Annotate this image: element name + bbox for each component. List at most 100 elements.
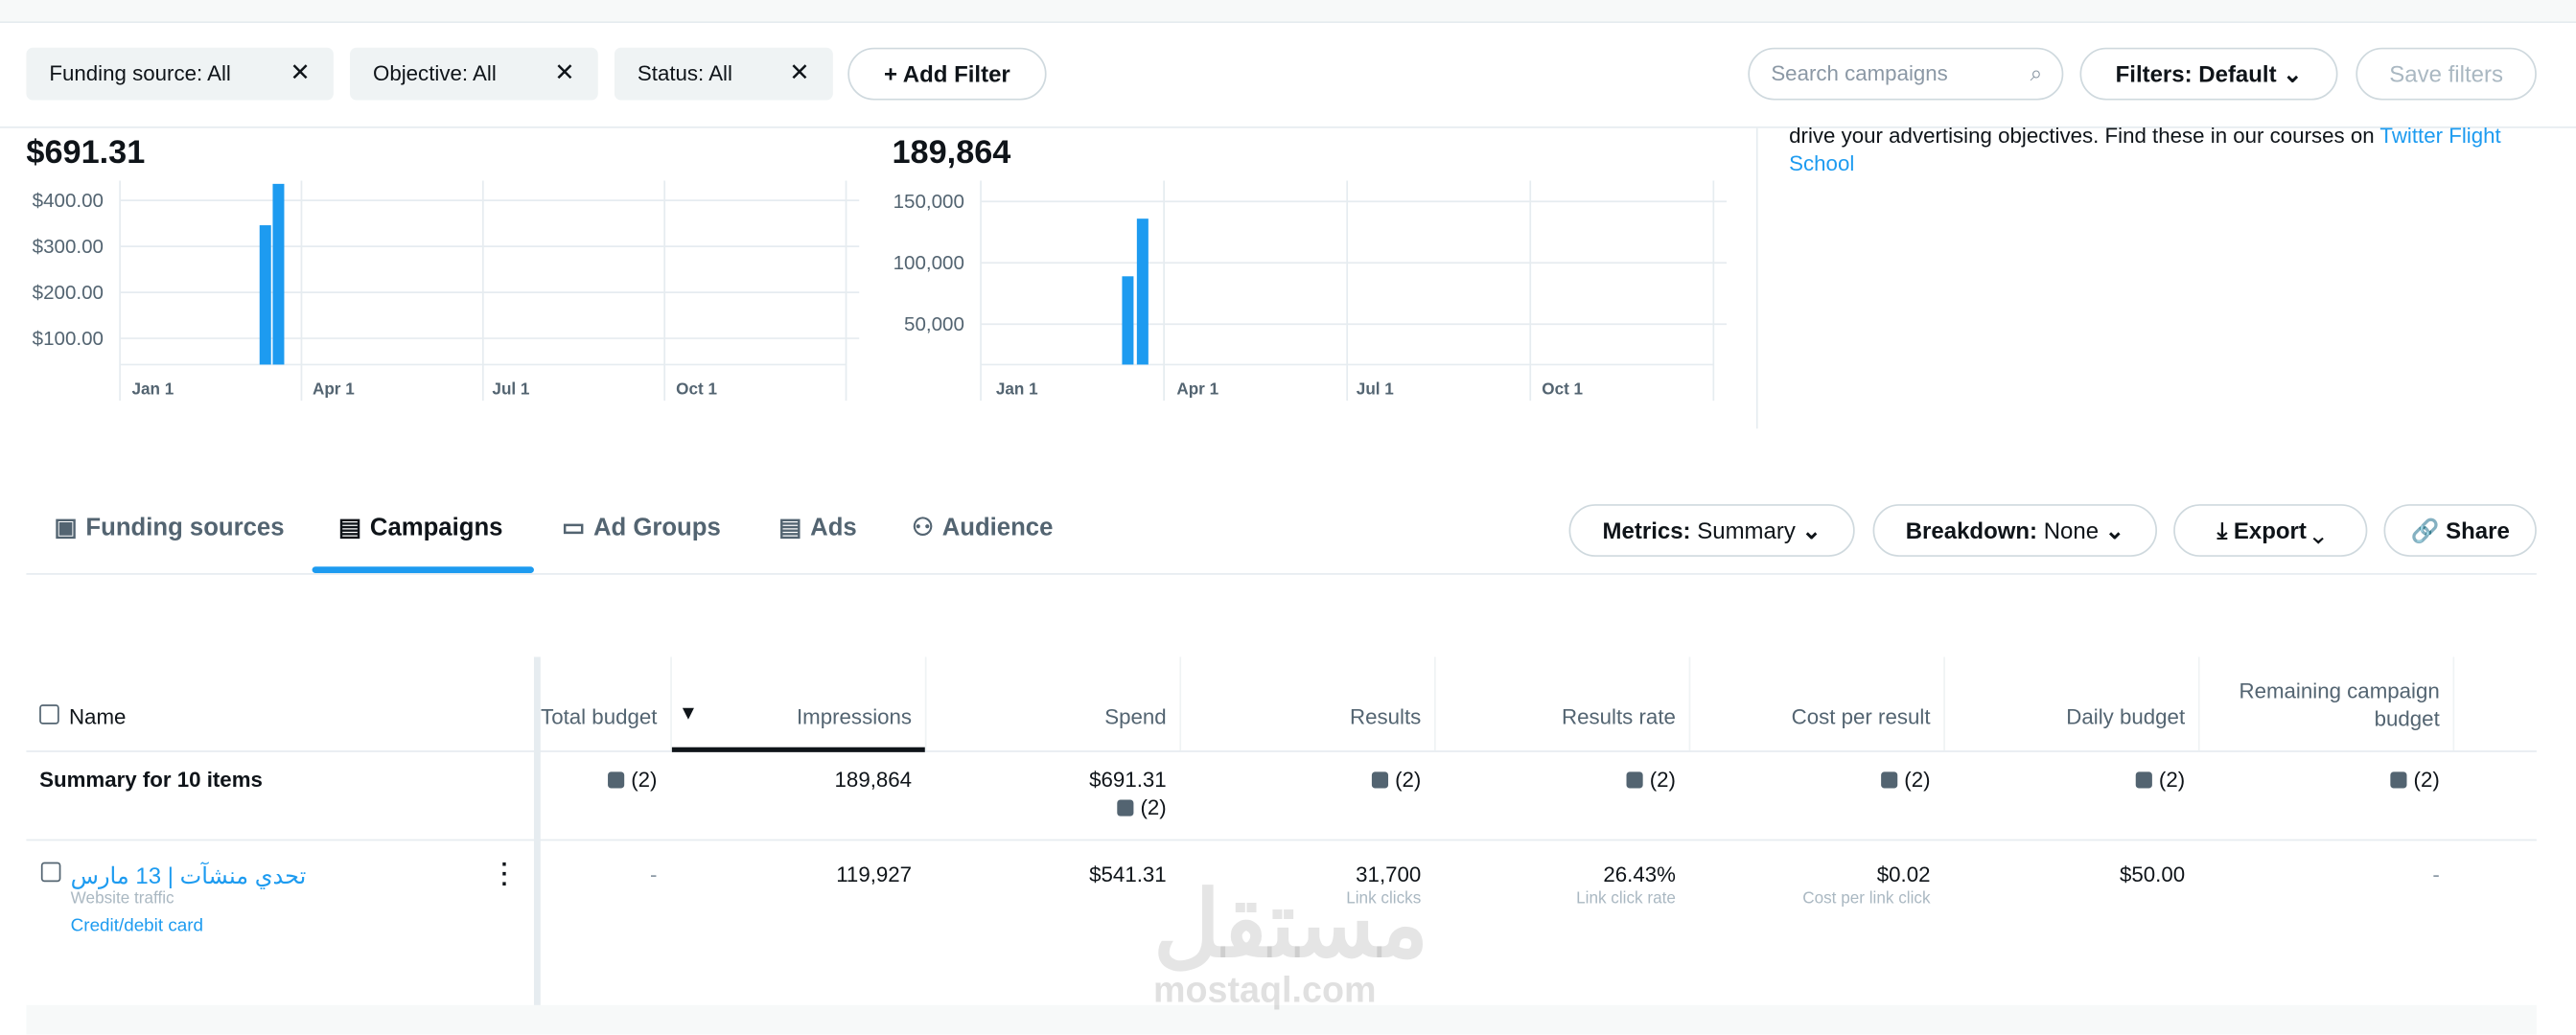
cell-note: Cost per link click	[1802, 889, 1931, 908]
column-divider	[670, 656, 672, 751]
chip-label: Status: All	[637, 60, 732, 86]
export-button[interactable]: ⤓ Export ⌄	[2173, 504, 2368, 557]
funding-link[interactable]: Credit/debit card	[70, 916, 204, 936]
tab[interactable]: ▭ Ad Groups	[562, 513, 721, 541]
label: Metrics:	[1602, 517, 1691, 544]
row-menu[interactable]: · · ·	[500, 850, 509, 897]
info-text: drive your advertising objectives. Find …	[1789, 122, 2544, 177]
column-header[interactable]: Daily budget	[2066, 704, 2186, 729]
chart-total: $691.31	[26, 134, 145, 171]
summary-cell: 189,864	[670, 767, 913, 792]
tab-label: Audience	[941, 514, 1054, 542]
chip-label: Objective: All	[372, 60, 497, 86]
cell: $541.31	[1089, 862, 1167, 887]
sort-icon[interactable]: ▼	[678, 701, 699, 724]
text: drive your advertising objectives. Find …	[1789, 123, 2380, 149]
column-header[interactable]: Total budget	[541, 704, 658, 729]
tab[interactable]: ⚇ Audience	[912, 513, 1054, 542]
next-row	[26, 1004, 2537, 1035]
x-tick-label: Apr 1	[313, 379, 355, 398]
note-icon	[2390, 771, 2407, 789]
summary-value: (2)	[1649, 767, 1676, 792]
metrics-button[interactable]: Metrics: Summary ⌄	[1568, 504, 1855, 557]
checkbox[interactable]	[40, 862, 61, 883]
tab-label: Campaigns	[369, 514, 503, 542]
summary-cell: (2)	[1179, 767, 1421, 792]
summary-value: (2)	[2413, 767, 2440, 792]
filter-chip[interactable]: Status: All ✕	[614, 47, 833, 101]
tab[interactable]: ▤ Ads	[778, 513, 856, 541]
label: Export	[2233, 517, 2307, 544]
filters-preset[interactable]: Filters: Default ⌄	[2079, 47, 2338, 101]
remove-icon[interactable]: ✕	[554, 58, 575, 87]
summary-value: (2)	[1140, 794, 1167, 820]
summary-value: (2)	[1395, 767, 1422, 792]
header-label: Name	[68, 704, 127, 729]
note-icon	[2135, 771, 2153, 789]
cell: 31,700	[1356, 862, 1422, 887]
cell: -	[650, 862, 658, 887]
tab-indicator	[312, 566, 534, 574]
share-button[interactable]: 🔗 Share	[2383, 504, 2537, 557]
y-tick-label: $100.00	[33, 328, 104, 350]
link[interactable]: Twitter Flight School	[1789, 123, 2501, 176]
charts: $691.31 $400.00 $300.00 $200.00 $100.00 Jan 1…	[26, 134, 1728, 402]
checkbox[interactable]	[39, 704, 59, 724]
summary-value: (2)	[2158, 767, 2186, 792]
tab-label: Funding sources	[85, 514, 285, 542]
watermark: مستقل	[1152, 871, 1429, 976]
filter-chip[interactable]: Objective: All ✕	[350, 47, 598, 101]
column-divider	[1688, 656, 1691, 751]
bar	[1122, 276, 1134, 365]
save-filters[interactable]: Save filters	[2356, 47, 2537, 101]
filter-chip[interactable]: Funding source: All ✕	[26, 47, 334, 101]
tab-icon: ⚇	[912, 514, 935, 542]
cell: $50.00	[2120, 862, 2186, 887]
column-header[interactable]: Cost per result	[1791, 704, 1931, 729]
column-header[interactable]: Results rate	[1562, 704, 1676, 729]
summary-label: Summary for 10 items	[39, 767, 263, 792]
x-tick-label: Apr 1	[1176, 379, 1218, 398]
divider	[1755, 127, 1758, 429]
value: Summary	[1697, 517, 1796, 544]
summary-cell: $691.31	[925, 767, 1167, 792]
y-tick-label: 50,000	[904, 313, 964, 335]
x-tick-label: Jan 1	[131, 379, 174, 398]
cell: 26.43%	[1603, 862, 1676, 887]
cell: 119,927	[836, 862, 913, 887]
header-divider	[26, 750, 2537, 752]
summary-value: (2)	[1904, 767, 1931, 792]
remove-icon[interactable]: ✕	[290, 58, 311, 87]
value: None	[2043, 517, 2100, 544]
x-tick-label: Oct 1	[676, 379, 717, 398]
breakdown-button[interactable]: Breakdown: None ⌄	[1872, 504, 2158, 557]
summary-cell: (2)	[1434, 767, 1676, 792]
tab-icon: ▣	[54, 514, 78, 542]
column-divider	[2197, 656, 2200, 751]
column-header[interactable]: Remaining campaign budget	[2239, 678, 2440, 731]
tab[interactable]: ▣ Funding sources	[54, 513, 285, 542]
summary-cell: (2)	[1689, 767, 1931, 792]
bar	[259, 225, 271, 365]
add-filter-button[interactable]: + Add Filter	[847, 47, 1047, 101]
cell: -	[2432, 862, 2440, 887]
tab[interactable]: ▤ Campaigns	[338, 513, 503, 542]
column-divider	[1434, 656, 1436, 751]
button-label: Filters: Default	[2115, 60, 2277, 87]
column-divider	[1179, 656, 1182, 751]
y-tick-label: $200.00	[33, 282, 104, 304]
column-header[interactable]: Results	[1350, 704, 1422, 729]
remove-icon[interactable]: ✕	[789, 58, 810, 87]
y-tick-label: $400.00	[33, 190, 104, 212]
header-name[interactable]: Name	[39, 704, 126, 729]
x-tick-label: Oct 1	[1542, 379, 1583, 398]
button-label: Save filters	[2389, 60, 2503, 87]
label: Breakdown:	[1905, 517, 2038, 544]
column-divider	[924, 656, 927, 751]
campaign-name[interactable]: تحدي منشآت | 13 مارس	[70, 862, 307, 889]
column-header[interactable]: Impressions	[796, 704, 913, 729]
search-box[interactable]: Search campaigns ⌕	[1748, 47, 2064, 101]
column-header[interactable]: Spend	[1104, 704, 1167, 729]
